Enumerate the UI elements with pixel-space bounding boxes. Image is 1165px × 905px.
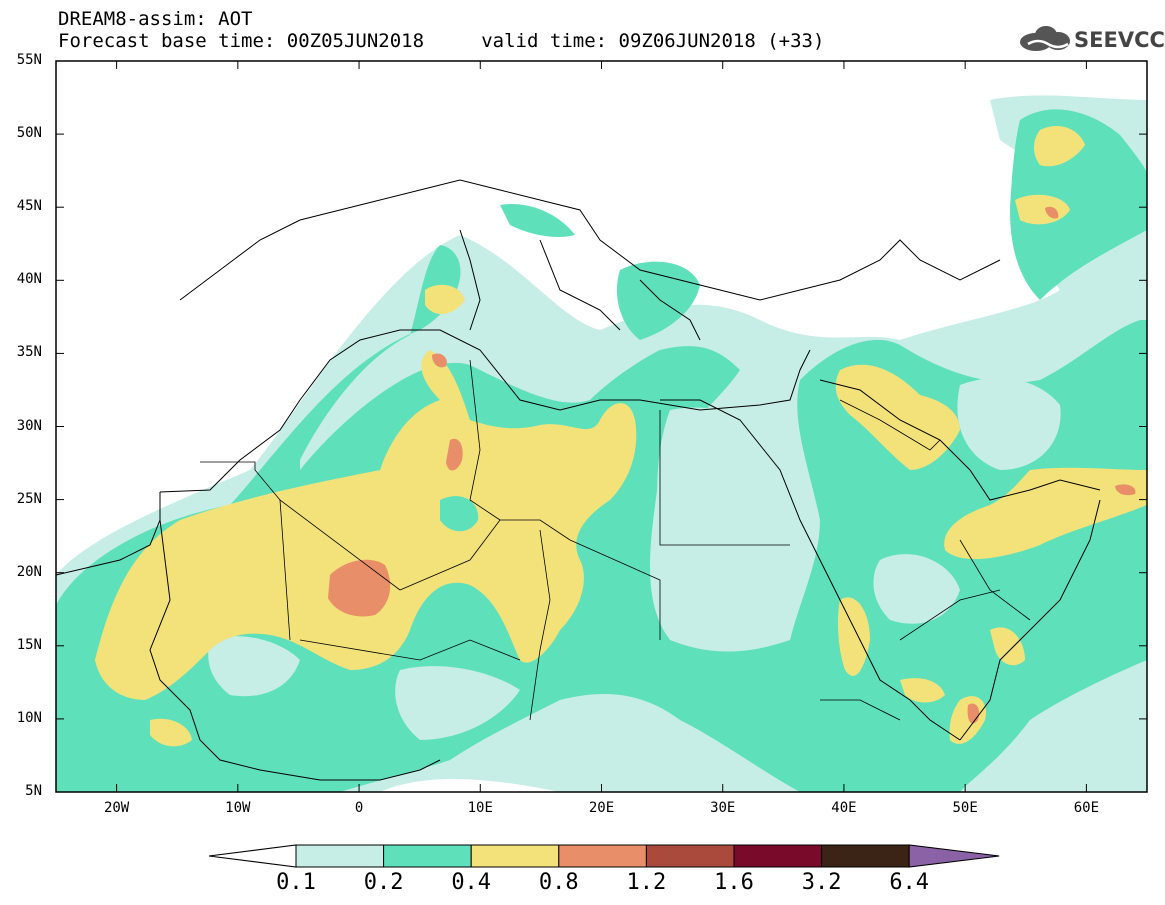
coastlines [56,179,1101,781]
lat-label: 5N [25,783,42,799]
lon-label: 10W [225,800,251,816]
lat-label: 10N [16,709,42,726]
logo-text: SEEVCCC [1074,28,1165,52]
lat-label: 45N [16,198,42,215]
colorbar-label: 3.2 [801,870,842,895]
lat-label: 40N [16,271,42,288]
lon-label: 20E [588,800,615,816]
lon-label: 50E [952,800,978,816]
country-borders [200,359,1031,721]
lat-label: 50N [16,125,42,142]
lon-label: 0 [354,800,364,816]
aot-level-1-holes [208,377,1061,740]
colorbar-label: 0.1 [276,870,316,895]
lon-label: 60E [1073,800,1100,816]
lat-label: 35N [16,344,42,361]
lon-label: 30E [710,800,736,816]
colorbar-label: 0.4 [451,870,492,895]
colorbar-label: 0.2 [363,870,404,895]
lon-label: 20W [103,800,130,816]
colorbar-label: 6.4 [889,870,930,895]
colorbar-label: 0.8 [538,870,579,895]
lat-label: 55N [16,52,42,68]
aot-level-3 [95,125,1147,747]
colorbar-label: 1.6 [714,870,754,895]
map-title: DREAM8-assim: AOT [58,8,253,30]
lon-label: 40E [831,800,857,816]
axis-ticks [56,60,1147,793]
colorbar-label: 1.2 [626,870,667,895]
map-subtitle: Forecast base time: 00Z05JUN2018 valid t… [58,30,825,52]
lat-label: 20N [16,563,42,580]
seevccc-logo [1020,26,1070,51]
lat-label: 15N [16,636,42,653]
lon-label: 10E [467,800,493,816]
lat-label: 25N [16,490,42,507]
lat-label: 30N [16,417,42,434]
